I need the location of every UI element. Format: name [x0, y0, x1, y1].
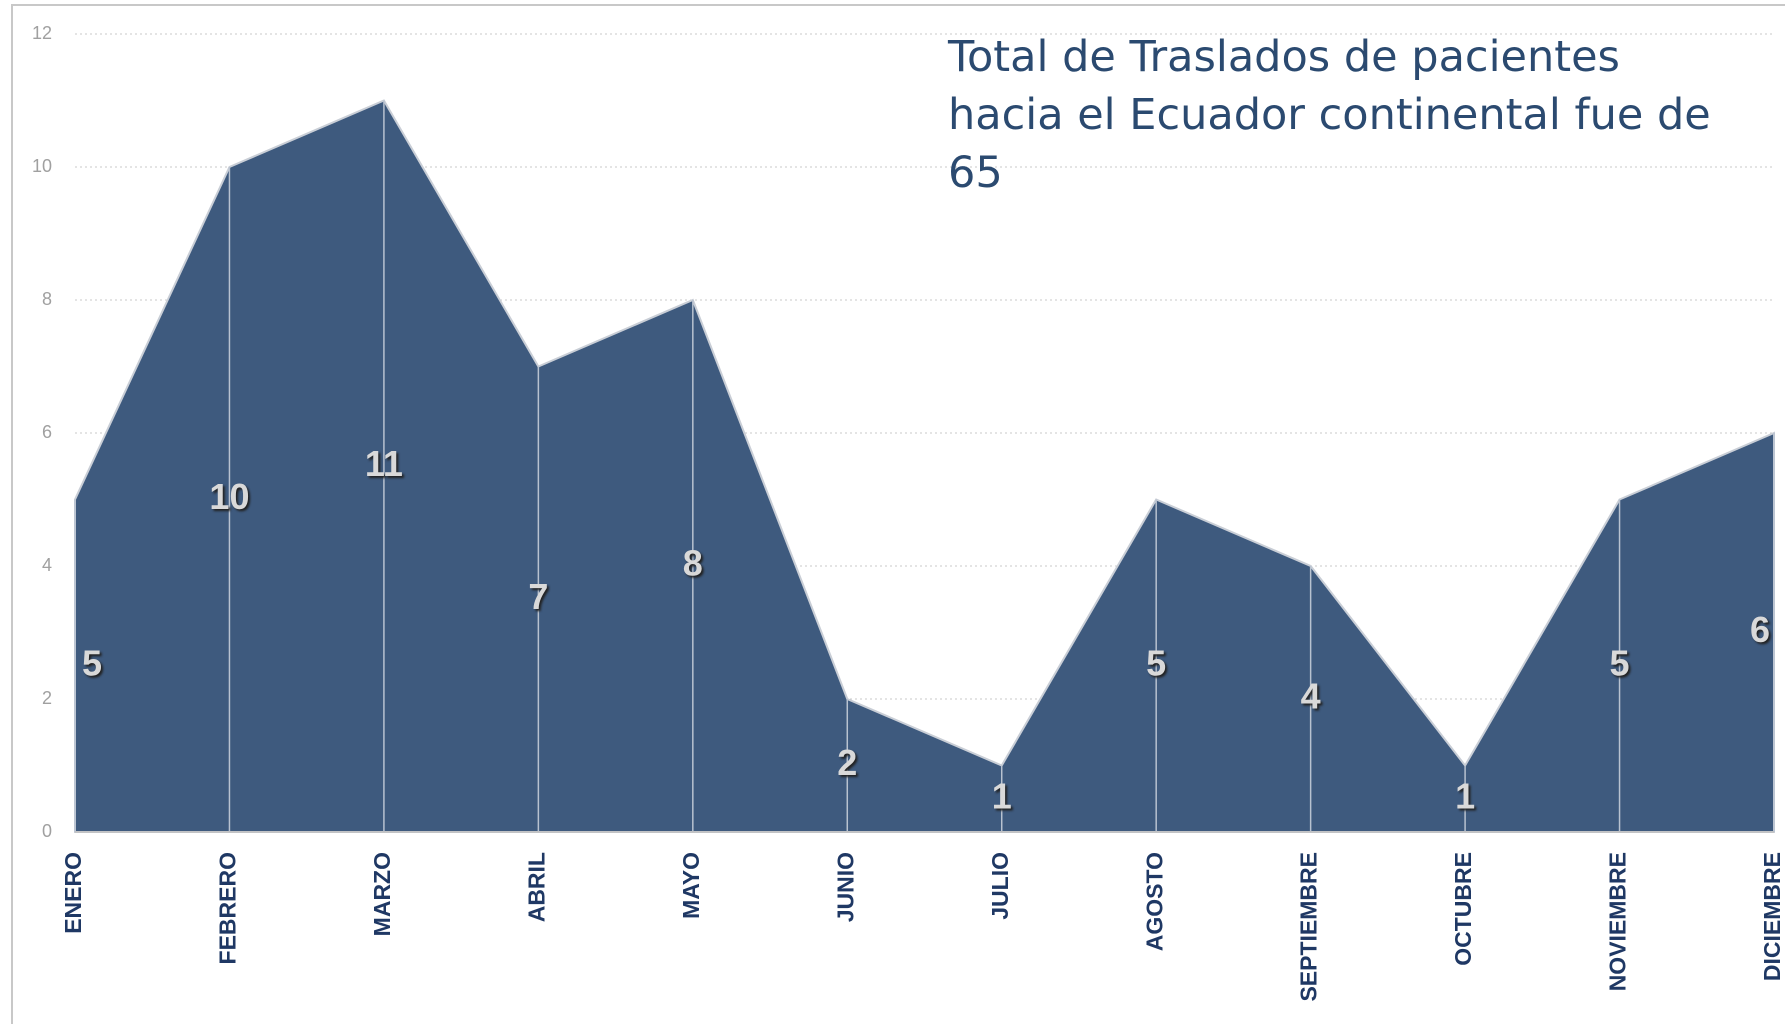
x-tick-label: SEPTIEMBRE [1296, 852, 1322, 1002]
x-tick-label: JUNIO [832, 852, 858, 922]
x-tick-label: AGOSTO [1141, 852, 1167, 951]
y-tick-label: 0 [42, 821, 52, 841]
area [74, 99, 1775, 833]
y-tick-label: 2 [42, 688, 52, 708]
value-label: 5 [1146, 642, 1166, 683]
chart-title: Total de Traslados de pacientes hacia el… [948, 32, 1711, 198]
x-tick-label: MAYO [678, 852, 704, 919]
x-tick-label: ABRIL [523, 852, 549, 922]
x-tick-label: DICIEMBRE [1759, 852, 1785, 981]
y-tick-label: 8 [42, 289, 52, 309]
x-tick-label: FEBRERO [215, 852, 241, 964]
frame [11, 4, 1785, 1024]
value-label: 4 [1301, 676, 1321, 717]
y-tick-label: 4 [42, 555, 52, 575]
value-label: 5 [1610, 642, 1630, 683]
value-label: 1 [992, 775, 1012, 816]
x-tick-label: MARZO [369, 852, 395, 936]
y-tick-label: 10 [32, 156, 52, 176]
value-label: 7 [528, 576, 548, 617]
y-tick-label: 12 [32, 23, 52, 43]
value-label: 8 [683, 543, 703, 584]
value-label: 2 [837, 742, 857, 783]
x-tick-label: ENERO [60, 852, 86, 934]
y-tick-label: 6 [42, 422, 52, 442]
value-label: 11 [365, 443, 403, 484]
value-label: 1 [1455, 775, 1475, 816]
x-tick-label: JULIO [987, 852, 1013, 920]
x-tick-label: OCTUBRE [1450, 852, 1476, 966]
x-tick-label: NOVIEMBRE [1605, 852, 1631, 991]
value-label: 5 [82, 642, 102, 683]
value-label: 10 [209, 476, 249, 517]
value-label: 6 [1750, 609, 1770, 650]
